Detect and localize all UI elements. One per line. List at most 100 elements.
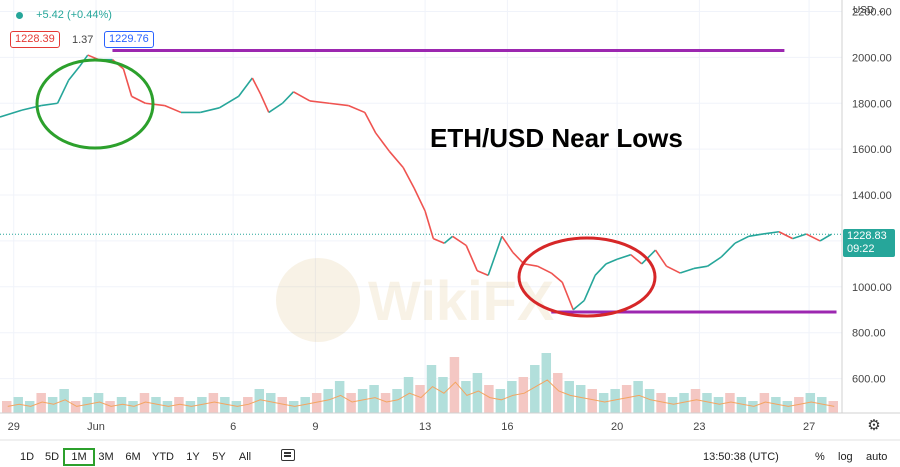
x-tick-label: 13 [419,421,431,433]
price-segment [424,210,435,239]
volume-bar [311,393,322,413]
x-tick-label: 27 [803,421,815,433]
currency-selector[interactable]: USD ⌄ [853,5,885,16]
volume-bar [288,401,299,413]
volume-bar [656,393,666,413]
x-tick-label: 20 [611,421,623,433]
price-segment [594,263,607,276]
volume-bar [759,393,770,413]
price-series [0,54,832,311]
price-segment [433,237,445,244]
price-segment [200,107,220,114]
price-segment [164,104,182,114]
price-segment [145,102,165,107]
volume-bar [105,401,115,413]
volume-bar [644,389,655,413]
volume-bar [162,401,173,413]
x-tick-label: 23 [693,421,705,433]
bid-price[interactable]: 1228.39 [10,31,60,48]
volume-bar [266,393,276,413]
volume-bar [518,377,529,413]
low-highlight-circle [517,236,657,318]
volume-bar [438,377,448,413]
volume-bar [346,393,356,413]
percent-toggle[interactable]: % [815,451,825,463]
timeframe-1d[interactable]: 1D [19,451,35,463]
volume-bars [2,353,838,413]
wikifx-watermark: WikiFX [276,258,554,342]
timeframe-1y[interactable]: 1Y [186,451,200,463]
volume-bar [47,397,58,413]
auto-toggle[interactable]: auto [866,451,888,463]
price-segment [67,66,81,81]
volume-bar [36,393,46,413]
volume-bar [553,373,563,413]
volume-bar [403,377,414,413]
volume-bar [2,401,12,413]
volume-bar [495,389,506,413]
price-segment [734,235,750,244]
price-segment [720,242,736,258]
compare-icon[interactable] [281,449,295,461]
volume-bar [357,389,368,413]
volume-bar [197,397,207,413]
chevron-down-icon: ⌄ [876,5,886,16]
volume-bar [679,393,689,413]
price-segment [630,254,643,265]
timeframe-3m[interactable]: 3M [98,451,114,463]
timeframe-5d[interactable]: 5D [44,451,60,463]
price-segment [309,100,330,105]
price-segment [452,235,467,247]
currency-label: USD [853,5,875,16]
log-toggle[interactable]: log [838,451,853,463]
y-tick-label: 1800.00 [852,98,892,110]
volume-bar [530,365,540,413]
price-segment [329,102,349,107]
volume-bar [541,353,552,413]
volume-bar [380,393,391,413]
price-segment [641,249,657,265]
volume-bar [713,397,724,413]
price-segment [805,233,821,242]
price-segment [572,299,585,311]
price-segment [778,231,793,240]
price-segment [666,265,681,274]
timeframe-5y[interactable]: 5Y [212,451,226,463]
volume-bar [564,381,574,413]
volume-bar [782,401,793,413]
price-segment [561,281,574,311]
volume-bar [426,365,437,413]
price-segment [281,91,295,104]
ask-price[interactable]: 1229.76 [104,31,154,48]
price-segment [443,235,454,244]
volume-bar [667,397,678,413]
price-segment [762,230,780,235]
volume-bar [702,393,712,413]
timeframe-6m[interactable]: 6M [125,451,141,463]
gear-icon[interactable]: ⚙ [867,417,881,434]
price-segment [237,77,253,97]
price-segment [693,265,708,270]
price-segment [537,265,552,274]
price-segment [0,109,23,118]
price-segment [792,233,807,240]
volume-bar [243,397,253,413]
volume-bar [151,397,161,413]
timeframe-all[interactable]: All [238,451,252,463]
timeframe-1m[interactable]: 1M [63,448,95,466]
price-segment [583,275,596,301]
current-price-value: 1228.83 [847,230,887,242]
price-segment [348,104,366,114]
volume-bar [415,385,425,413]
utc-clock[interactable]: 13:50:38 (UTC) [703,451,779,463]
high-highlight-circle [35,58,155,150]
svg-text:WikiFX: WikiFX [368,269,554,332]
price-segment [819,233,832,242]
y-tick-label: 2000.00 [852,52,892,64]
x-tick-label: 16 [501,421,513,433]
volume-bar [208,393,219,413]
volume-bar [254,389,265,413]
timeframe-ytd[interactable]: YTD [152,451,174,463]
volume-bar [116,397,127,413]
